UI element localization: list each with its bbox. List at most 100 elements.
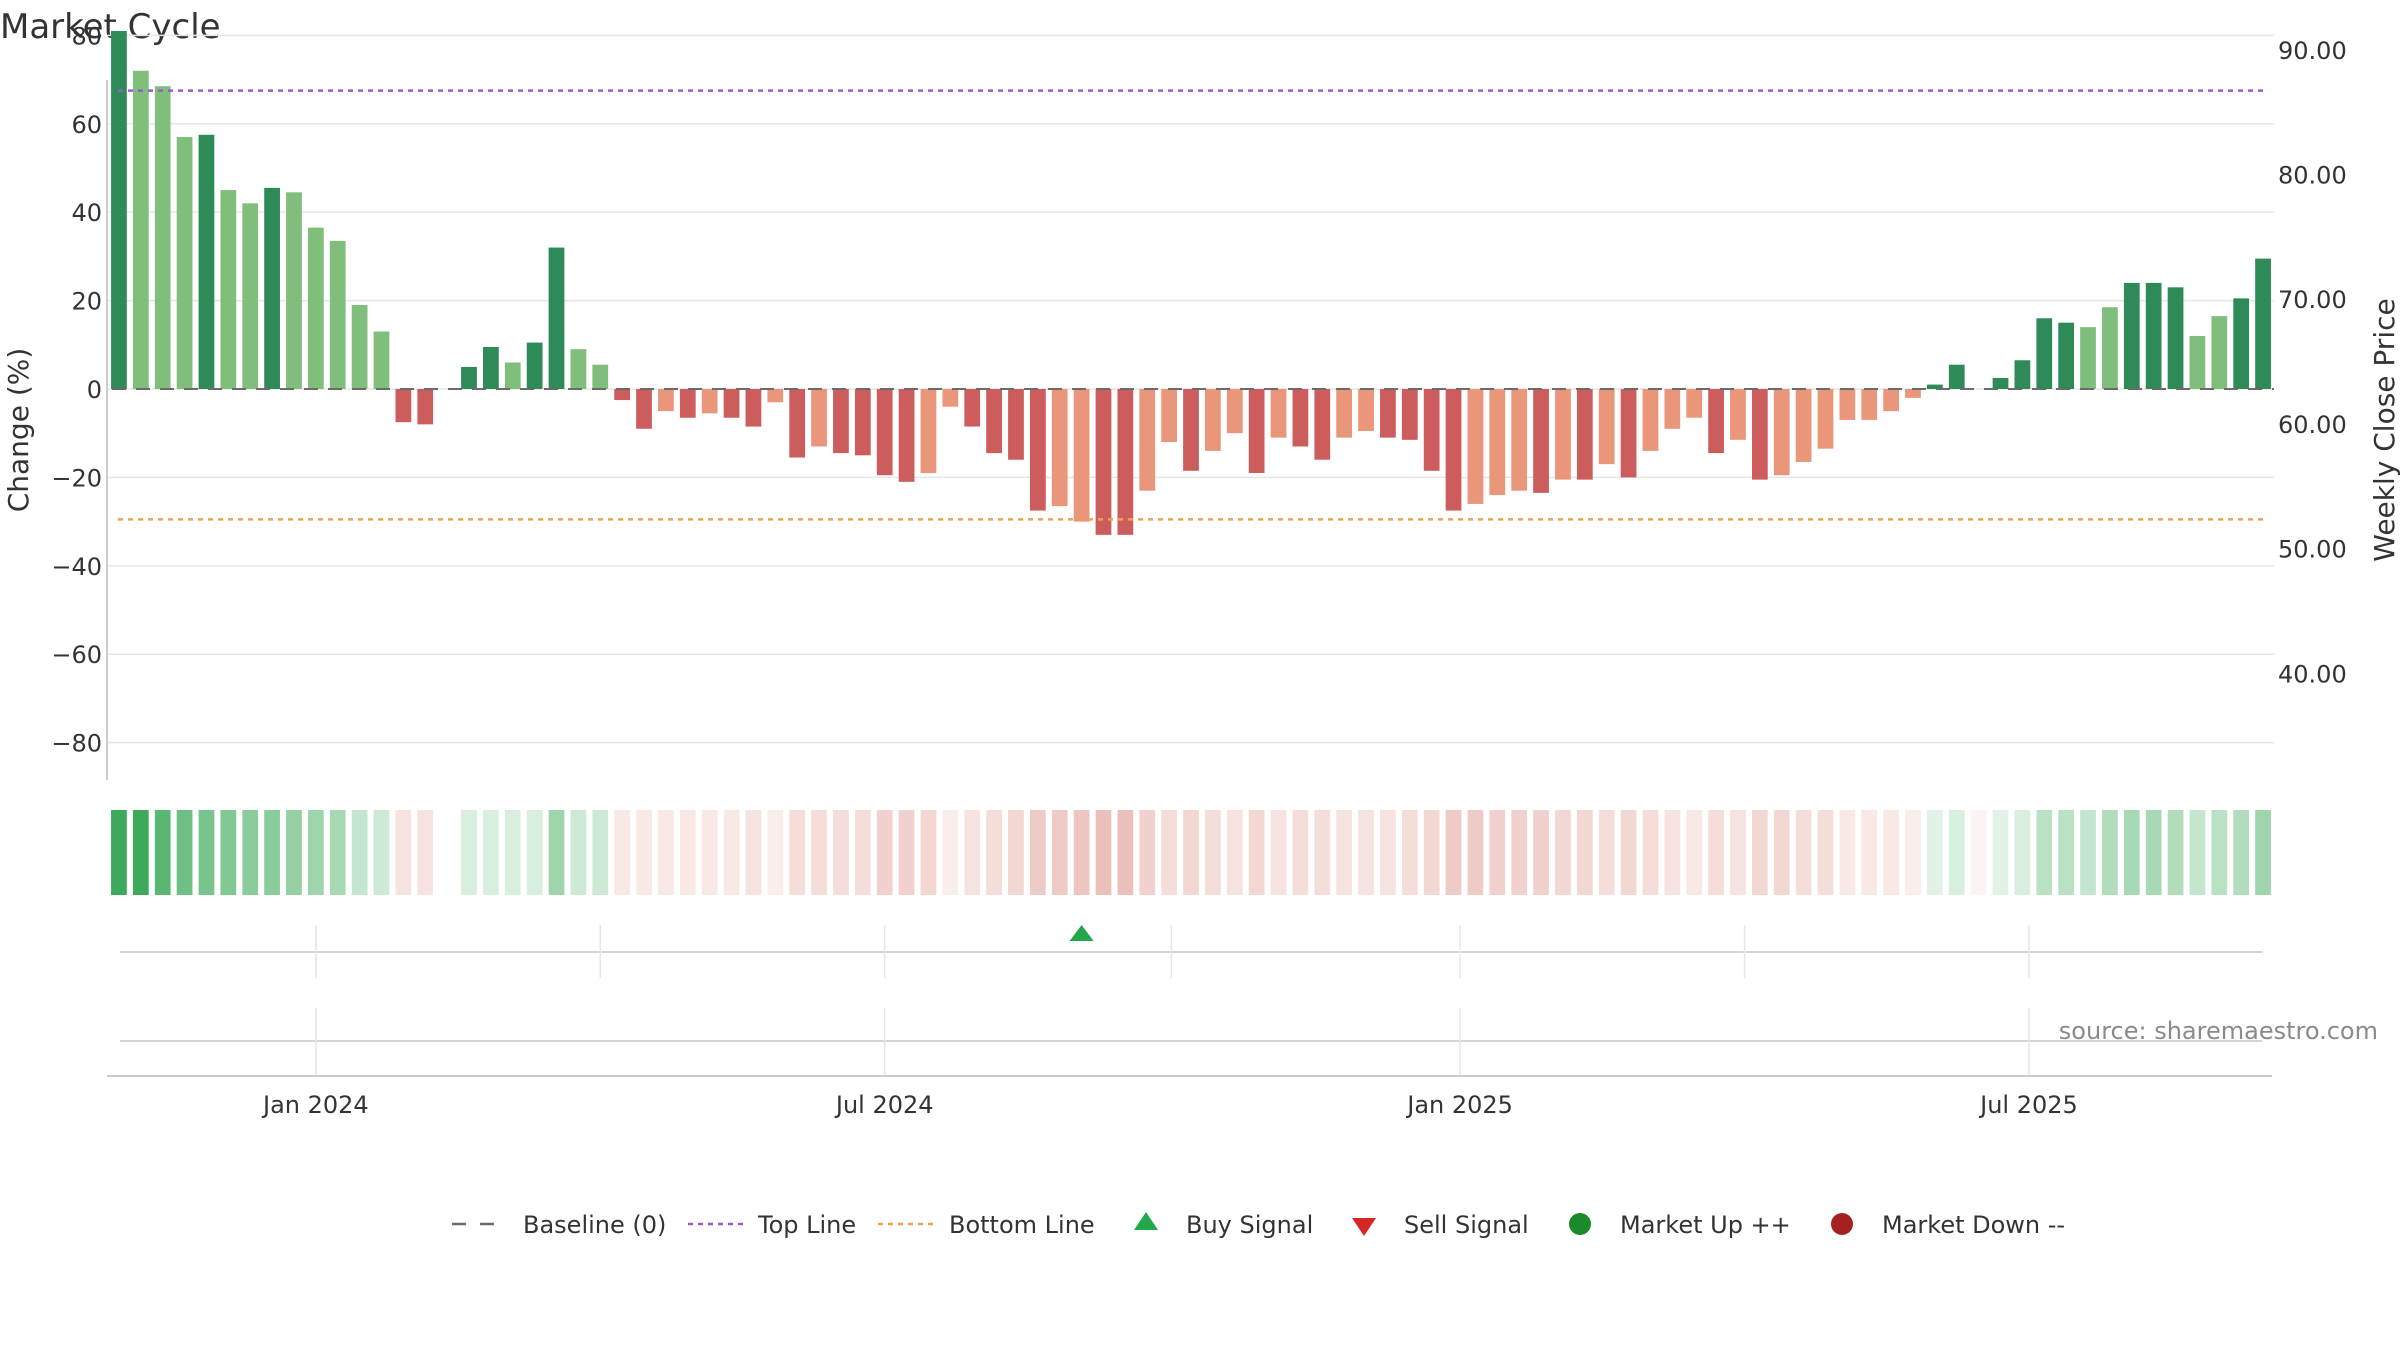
y-tick-label: −40 xyxy=(51,553,102,581)
bar xyxy=(220,190,237,389)
heat-cell xyxy=(701,810,718,895)
heat-cell xyxy=(1489,810,1506,895)
heat-cell xyxy=(111,810,127,895)
y-tick-label: −60 xyxy=(51,641,102,669)
heat-cell xyxy=(1314,810,1331,895)
legend: Baseline (0) Top Line Bottom Line Buy Si… xyxy=(452,1211,2065,1239)
bar xyxy=(1029,389,1046,511)
heat-cell xyxy=(2167,810,2184,895)
heat-cell xyxy=(1883,810,1899,895)
heat-cell xyxy=(1051,810,1068,895)
y2-tick-label: 70.00 xyxy=(2278,286,2347,314)
heat-cell xyxy=(1620,810,1637,895)
bar xyxy=(1183,389,1199,471)
heat-cell xyxy=(614,810,631,895)
heat-cell xyxy=(1423,810,1440,895)
heat-cell xyxy=(920,810,937,895)
heat-cell xyxy=(198,810,215,895)
bar xyxy=(2123,282,2140,389)
bar xyxy=(1270,389,1287,438)
y-tick-label: −20 xyxy=(51,464,102,492)
bar xyxy=(2167,287,2184,389)
bar xyxy=(2014,360,2031,389)
bar xyxy=(198,134,215,389)
bar xyxy=(745,389,762,427)
heat-cell xyxy=(1270,810,1287,895)
market-down-icon xyxy=(1831,1213,1853,1235)
bar xyxy=(176,137,193,389)
legend-label-market-down: Market Down -- xyxy=(1882,1211,2065,1239)
heat-cell xyxy=(1073,810,1090,895)
bar xyxy=(2036,318,2053,389)
bar xyxy=(1533,389,1549,493)
heat-cell xyxy=(658,810,674,895)
bar xyxy=(461,366,477,389)
heat-cell xyxy=(898,810,915,895)
bar xyxy=(111,30,127,390)
signal-grid xyxy=(315,925,2030,978)
heat-cell xyxy=(1336,810,1353,895)
heat-cell xyxy=(461,810,477,895)
bar xyxy=(1467,389,1484,504)
bar xyxy=(942,389,959,407)
bar xyxy=(1380,389,1396,438)
market-panel: source: sharemaestro.com xyxy=(120,1008,2378,1076)
signal-markers xyxy=(1069,925,1094,941)
legend-item-market-down[interactable]: Market Down -- xyxy=(1831,1211,2065,1239)
heat-cell xyxy=(2255,810,2271,895)
legend-label-market-up: Market Up ++ xyxy=(1620,1211,1791,1239)
bar xyxy=(1642,389,1659,451)
bar xyxy=(898,389,915,482)
bar xyxy=(2189,335,2206,389)
y2-axis-title: Weekly Close Price xyxy=(2368,298,2400,561)
bar xyxy=(286,192,302,389)
bar xyxy=(1401,389,1418,440)
legend-label-baseline: Baseline (0) xyxy=(523,1211,666,1239)
bar xyxy=(1051,389,1068,507)
heat-cell xyxy=(2014,810,2031,895)
market-up-icon xyxy=(1569,1213,1591,1235)
bar xyxy=(1555,389,1571,480)
heat-cell xyxy=(1773,810,1790,895)
heat-cell xyxy=(1161,810,1177,895)
heat-cell xyxy=(833,810,849,895)
legend-item-market-up[interactable]: Market Up ++ xyxy=(1569,1211,1791,1239)
heat-cell xyxy=(2189,810,2206,895)
heat-cell xyxy=(1029,810,1046,895)
bar xyxy=(1139,389,1156,491)
heat-cell xyxy=(1511,810,1528,895)
heat-cell xyxy=(242,810,259,895)
y-tick-label: 80 xyxy=(71,22,102,50)
chart-title: Market Cycle xyxy=(0,7,221,47)
bar xyxy=(351,305,368,389)
bar xyxy=(2233,298,2250,389)
y2-tick-label: 60.00 xyxy=(2278,411,2347,439)
heat-cell xyxy=(2080,810,2096,895)
heat-cell xyxy=(2123,810,2140,895)
heat-cell xyxy=(1730,810,1746,895)
legend-item-baseline[interactable]: Baseline (0) xyxy=(452,1211,666,1239)
heat-cell xyxy=(854,810,871,895)
bar xyxy=(1883,389,1899,412)
x-tick-label: Jul 2025 xyxy=(1978,1091,2078,1119)
bar xyxy=(1095,389,1112,535)
heat-cell xyxy=(176,810,193,895)
heat-cell xyxy=(679,810,696,895)
heat-cell xyxy=(1970,810,1987,895)
legend-item-top-line[interactable]: Top Line xyxy=(688,1211,856,1239)
heat-cell xyxy=(2233,810,2250,895)
bar xyxy=(811,389,827,447)
bar xyxy=(1073,389,1090,522)
legend-item-bottom-line[interactable]: Bottom Line xyxy=(878,1211,1095,1239)
legend-item-sell-signal[interactable]: Sell Signal xyxy=(1352,1211,1529,1239)
heat-cell xyxy=(329,810,346,895)
bar xyxy=(264,187,280,389)
bar xyxy=(1489,389,1506,496)
heat-cell xyxy=(1948,810,1965,895)
heat-cell xyxy=(1905,810,1921,895)
legend-item-buy-signal[interactable]: Buy Signal xyxy=(1134,1211,1313,1239)
heat-cell xyxy=(1248,810,1265,895)
heat-cell xyxy=(636,810,652,895)
bar xyxy=(658,389,674,412)
x-tick-label: Jul 2024 xyxy=(834,1091,934,1119)
